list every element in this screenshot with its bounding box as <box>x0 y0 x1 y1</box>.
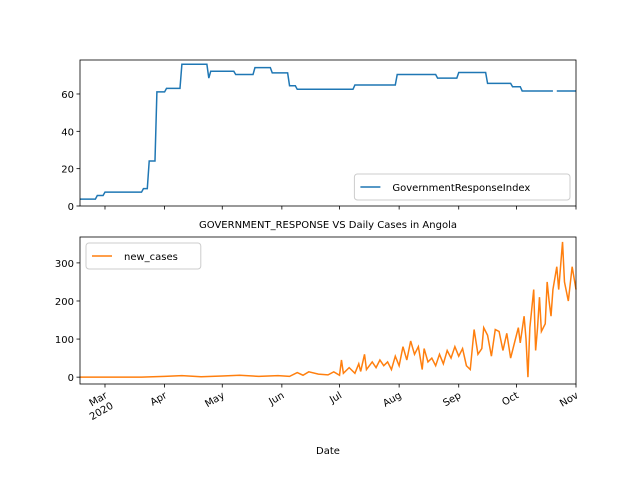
data-line <box>80 241 577 378</box>
y-tick-label: 20 <box>61 165 74 176</box>
y-tick-label: 100 <box>55 335 74 346</box>
y-tick-label: 60 <box>61 90 74 101</box>
x-tick-label: Jun <box>266 390 286 408</box>
x-tick-label: May <box>203 390 226 410</box>
legend-label: new_cases <box>124 252 178 263</box>
axes-frame <box>79 59 577 207</box>
x-tick-label: Aug <box>381 390 403 409</box>
legend-box <box>353 173 571 201</box>
y-tick-label: 200 <box>55 297 74 308</box>
y-tick-label: 40 <box>61 127 74 138</box>
y-tick-label: 0 <box>68 202 74 213</box>
x-tick-label: Jul <box>327 390 344 406</box>
x-tick-label: Mar2020 <box>82 390 116 423</box>
y-tick-label: 300 <box>55 259 74 270</box>
x-axis-label: Date <box>316 446 340 457</box>
chart-title: GOVERNMENT_RESPONSE VS Daily Cases in An… <box>199 220 457 231</box>
y-tick-label: 0 <box>68 373 74 384</box>
legend-label: GovernmentResponseIndex <box>392 183 530 194</box>
data-line <box>80 63 576 200</box>
x-tick-label: Oct <box>500 390 521 408</box>
axes-frame <box>79 236 577 385</box>
x-tick-label: Nov <box>558 390 580 409</box>
legend-box <box>85 242 202 270</box>
x-tick-label: Apr <box>149 390 170 409</box>
x-tick-label: Sep <box>441 390 463 409</box>
